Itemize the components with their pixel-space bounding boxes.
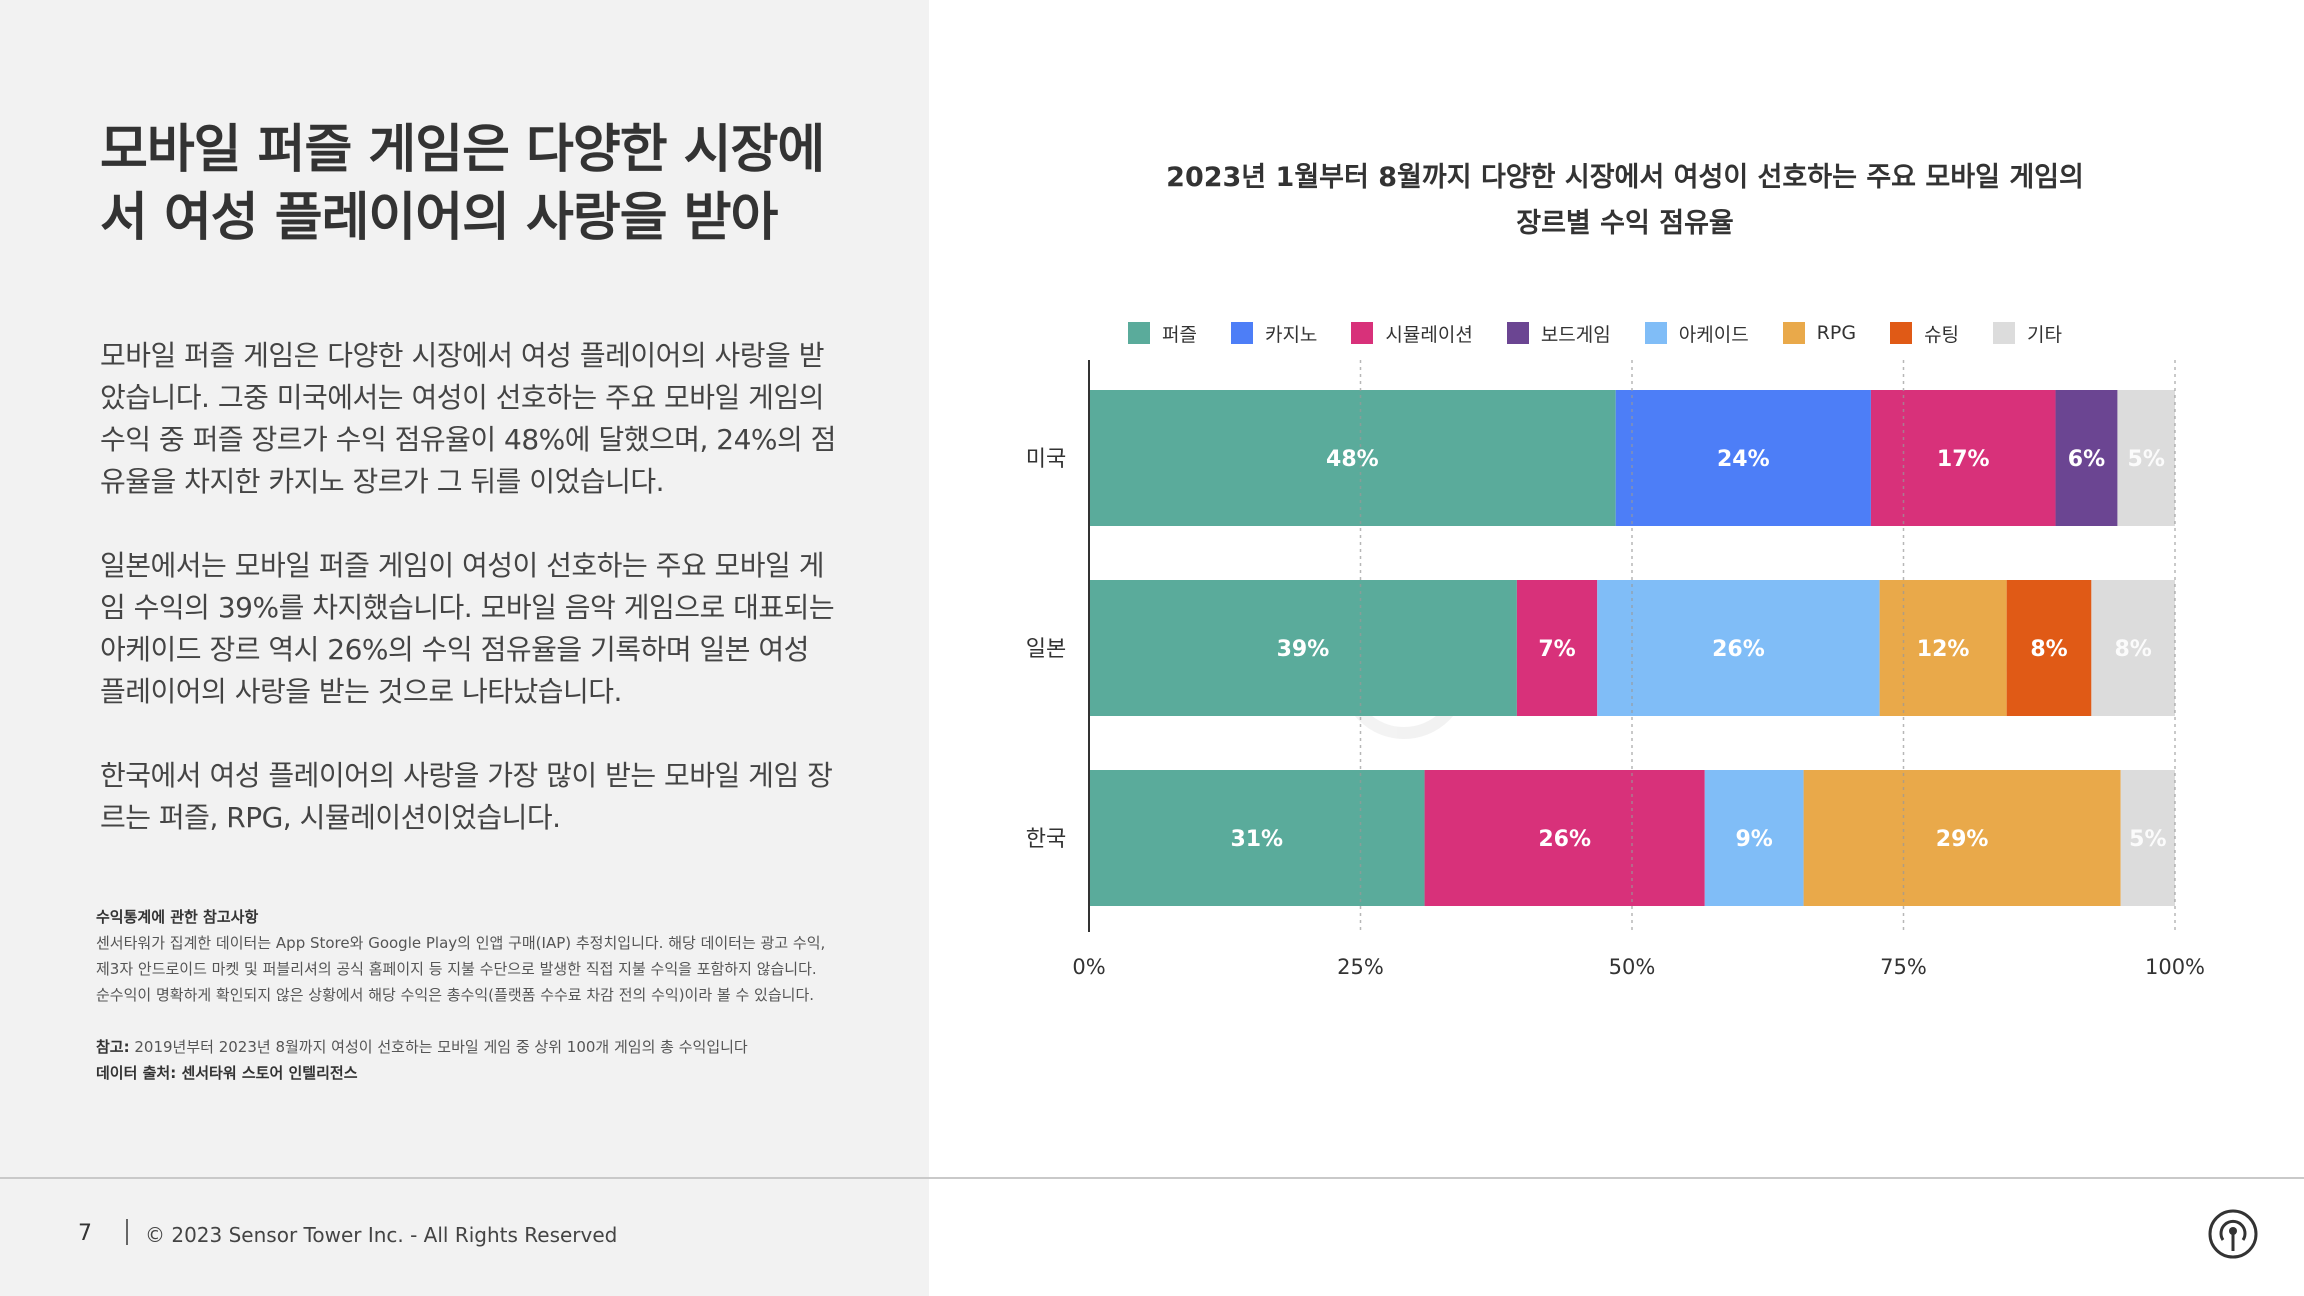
legend-swatch — [1230, 322, 1253, 344]
chart-title-line-2: 장르별 수익 점유율 — [1516, 208, 1734, 239]
legend-label: 보드게임 — [1540, 323, 1611, 346]
bar-segment-미국-4 — [2117, 390, 2175, 526]
legend-item-1: 카지노 — [1230, 320, 1318, 347]
data-label: 39% — [1277, 637, 1330, 662]
legend-swatch — [1128, 322, 1150, 344]
chart-title: 2023년 1월부터 8월까지 다양한 시장에서 여성이 선호하는 주요 모바일… — [1105, 155, 2145, 247]
legend-label: 슈팅 — [1924, 323, 1960, 346]
bar-segment-한국-3 — [1803, 770, 2121, 906]
bar-segment-한국-0 — [1089, 770, 1425, 906]
chart-title-line-1: 2023년 1월부터 8월까지 다양한 시장에서 여성이 선호하는 주요 모바일… — [1166, 162, 2084, 193]
body-text: 모바일 퍼즐 게임은 다양한 시장에서 여성 플레이어의 사랑을 받았습니다. … — [100, 335, 840, 881]
x-tick-label: 75% — [1880, 955, 1927, 979]
paragraph-us: 모바일 퍼즐 게임은 다양한 시장에서 여성 플레이어의 사랑을 받았습니다. … — [100, 339, 836, 498]
notes-heading: 수익통계에 관한 참고사항 — [96, 908, 259, 926]
data-label: 8% — [2115, 637, 2152, 662]
bar-segment-미국-3 — [2055, 390, 2118, 526]
data-label: 17% — [1937, 447, 1990, 472]
category-label: 한국 — [1026, 827, 1066, 852]
bar-segment-한국-4 — [2120, 770, 2175, 906]
notes-reference: 참고: 2019년부터 2023년 8월까지 여성이 선호하는 모바일 게임 중… — [96, 1034, 831, 1060]
page-number: 7 — [78, 1221, 92, 1246]
data-label: 5% — [2129, 827, 2166, 852]
bar-segment-일본-1 — [1516, 580, 1598, 716]
legend-label: 퍼즐 — [1162, 323, 1197, 346]
legend-swatch — [1351, 322, 1374, 344]
legend-swatch — [1644, 322, 1667, 344]
footer-divider — [0, 1177, 2304, 1179]
bar-segment-미국-2 — [1870, 390, 2056, 526]
data-label: 9% — [1735, 827, 1772, 852]
x-tick-label: 0% — [1072, 955, 1105, 979]
bar-segment-일본-3 — [1879, 580, 2007, 716]
copyright-text: © 2023 Sensor Tower Inc. - All Rights Re… — [145, 1223, 618, 1247]
reference-text: 2019년부터 2023년 8월까지 여성이 선호하는 모바일 게임 중 상위 … — [129, 1038, 748, 1056]
bar-segment-일본-5 — [2091, 580, 2175, 716]
paragraph-japan: 일본에서는 모바일 퍼즐 게임이 여성이 선호하는 주요 모바일 게임 수익의 … — [100, 549, 835, 708]
bar-segment-일본-4 — [2006, 580, 2092, 716]
legend-label: 아케이드 — [1678, 323, 1749, 346]
legend-item-7: 기타 — [1993, 320, 2062, 347]
data-label: 29% — [1936, 827, 1989, 852]
legend-label: RPG — [1816, 322, 1857, 344]
legend-item-2: 시뮬레이션 — [1351, 320, 1473, 347]
category-label: 일본 — [1026, 637, 1066, 662]
data-source: 데이터 출처: 센서타워 스토어 인텔리전스 — [96, 1064, 358, 1082]
legend-label: 시뮬레이션 — [1385, 323, 1473, 346]
data-label: 31% — [1230, 827, 1283, 852]
bar-segment-미국-1 — [1615, 390, 1871, 526]
legend-swatch — [1890, 322, 1913, 344]
legend-item-3: 보드게임 — [1506, 320, 1611, 347]
revenue-notes: 수익통계에 관한 참고사항 센서타워가 집계한 데이터는 App Store와 … — [96, 904, 831, 1086]
sensor-tower-logo-icon — [2208, 1209, 2258, 1259]
data-label: 6% — [2068, 447, 2105, 472]
bar-segment-미국-0 — [1089, 390, 1616, 526]
notes-body: 센서타워가 집계한 데이터는 App Store와 Google Play의 인… — [96, 934, 826, 1004]
legend-item-5: RPG — [1782, 322, 1857, 344]
legend-swatch — [1506, 322, 1529, 344]
data-label: 48% — [1326, 447, 1379, 472]
category-label: 미국 — [1026, 447, 1066, 472]
page-headline: 모바일 퍼즐 게임은 다양한 시장에서 여성 플레이어의 사랑을 받아 — [100, 120, 825, 248]
data-label: 26% — [1712, 637, 1765, 662]
legend-item-4: 아케이드 — [1644, 320, 1749, 347]
bar-segment-한국-1 — [1424, 770, 1705, 906]
data-label: 26% — [1538, 827, 1591, 852]
data-label: 8% — [2030, 637, 2067, 662]
x-tick-label: 25% — [1337, 955, 1384, 979]
legend-label: 기타 — [2027, 323, 2062, 346]
data-label: 7% — [1538, 637, 1575, 662]
legend-swatch — [1993, 322, 2016, 344]
x-tick-label: 50% — [1609, 955, 1656, 979]
reference-label: 참고: — [96, 1038, 130, 1056]
legend-swatch — [1782, 322, 1805, 344]
footer-separator — [126, 1219, 128, 1245]
data-label: 5% — [2128, 447, 2165, 472]
data-label: 12% — [1917, 637, 1970, 662]
legend-item-0: 퍼즐 — [1128, 320, 1197, 347]
x-tick-label: 100% — [2145, 955, 2205, 979]
bar-segment-일본-0 — [1089, 580, 1517, 716]
data-label: 24% — [1717, 447, 1770, 472]
bar-segment-한국-2 — [1704, 770, 1804, 906]
bar-segment-일본-2 — [1597, 580, 1880, 716]
legend-label: 카지노 — [1264, 323, 1318, 346]
paragraph-korea: 한국에서 여성 플레이어의 사랑을 가장 많이 받는 모바일 게임 장르는 퍼즐… — [100, 759, 833, 834]
chart-legend: 퍼즐 카지노 시뮬레이션 보드게임 아케이드 RPG 슈팅 기타 — [1128, 318, 2096, 348]
legend-item-6: 슈팅 — [1890, 320, 1959, 347]
left-text-panel — [0, 0, 929, 1296]
